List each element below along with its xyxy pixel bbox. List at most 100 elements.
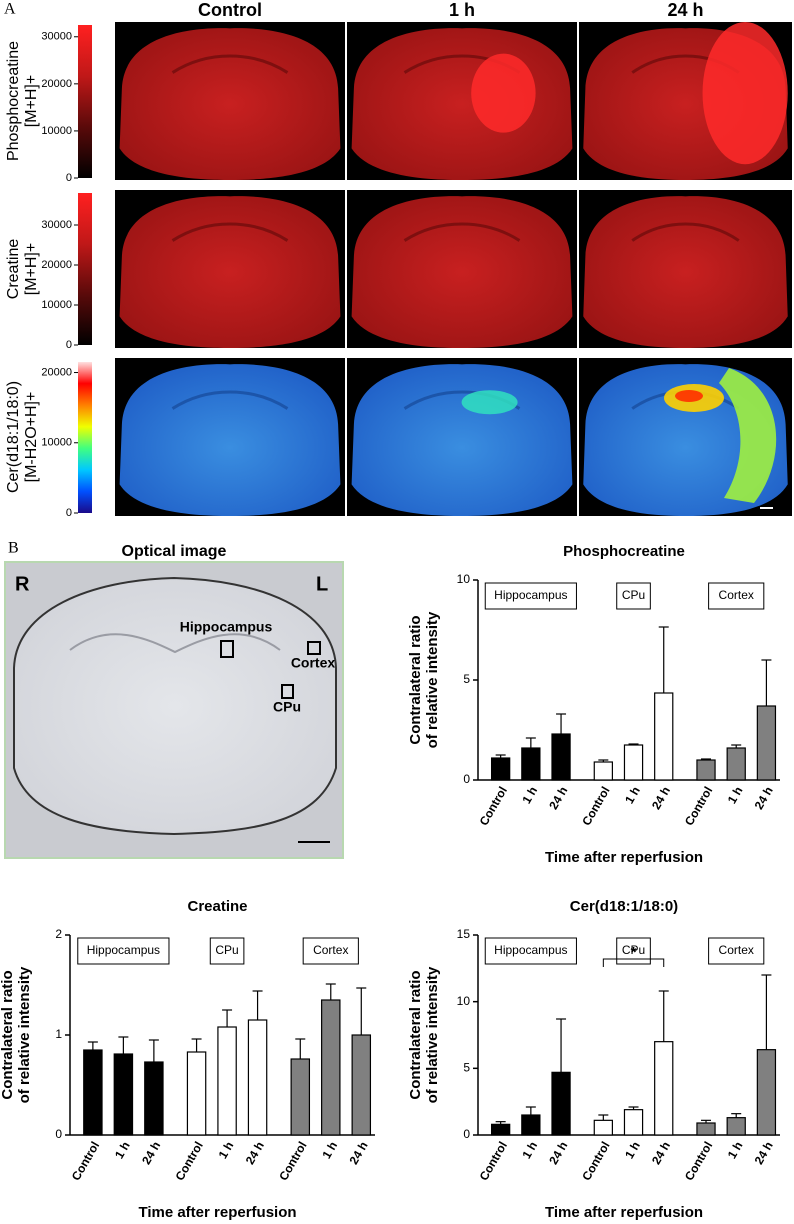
- tissue-feature: [171, 390, 289, 410]
- tissue-feature: [171, 54, 289, 74]
- region-label: Hippocampus: [180, 619, 273, 635]
- x-tick-label: 1 h: [319, 1139, 340, 1161]
- legend-box: [77, 937, 170, 965]
- row-label: [M+H]+: [23, 75, 40, 127]
- y-axis-label: of relative intensity: [16, 966, 33, 1103]
- tissue-feature: [69, 633, 281, 654]
- intensity-region: [675, 390, 703, 402]
- chart-title: Cer(d18:1/18:0): [570, 898, 678, 915]
- region-box: [281, 684, 294, 699]
- bar: [551, 1071, 571, 1136]
- x-axis-label: Time after reperfusion: [138, 1204, 296, 1221]
- panel-label: B: [8, 540, 19, 557]
- legend-box: [302, 937, 359, 965]
- x-tick-label: 24 h: [346, 1139, 370, 1167]
- x-tick-label: 1 h: [216, 1139, 237, 1161]
- legend-box: [616, 582, 651, 610]
- bar: [623, 1109, 644, 1136]
- bar: [144, 1061, 164, 1136]
- y-tick-label: 5: [463, 672, 470, 686]
- brain-section: [351, 196, 573, 348]
- brain-section: [119, 196, 341, 348]
- legend-label: Hippocampus: [87, 943, 160, 957]
- bar: [756, 705, 777, 781]
- y-axis-label: Contralateral ratio: [0, 970, 16, 1099]
- x-tick-label: 24 h: [139, 1139, 163, 1167]
- tissue-feature: [631, 222, 740, 242]
- bar: [696, 1122, 716, 1136]
- bar: [521, 747, 541, 781]
- tissue-feature: [171, 222, 289, 242]
- bar: [551, 733, 571, 781]
- legend-box: [484, 937, 577, 965]
- x-tick-label: 1 h: [725, 1139, 746, 1161]
- x-tick-label: 1 h: [112, 1139, 133, 1161]
- bar: [593, 761, 613, 781]
- bar: [623, 744, 644, 781]
- legend-box: [209, 937, 245, 965]
- chart-title: Creatine: [187, 898, 247, 915]
- colorbar-tick-label: 0: [66, 339, 72, 351]
- bar: [654, 1041, 674, 1136]
- row-label: Cer(d18:1/18:0): [5, 381, 22, 493]
- y-tick-label: 10: [457, 572, 471, 586]
- column-title: 24 h: [667, 0, 703, 20]
- x-tick-label: 24 h: [752, 784, 776, 812]
- y-tick-label: 1: [55, 1027, 62, 1041]
- x-tick-label: Control: [477, 784, 510, 828]
- legend-label: CPu: [622, 588, 645, 602]
- bar: [290, 1058, 311, 1136]
- bar: [726, 1117, 746, 1136]
- legend-label: CPu: [622, 943, 645, 957]
- bar: [186, 1051, 207, 1136]
- y-tick-label: 0: [463, 1127, 470, 1141]
- tissue-feature: [403, 222, 521, 242]
- colorbar: [78, 193, 92, 345]
- x-tick-label: 1 h: [622, 784, 643, 806]
- y-tick-label: 0: [55, 1127, 62, 1141]
- image-label: R: [15, 573, 30, 595]
- region-box: [220, 640, 234, 658]
- colorbar-tick-label: 10000: [41, 437, 72, 449]
- bar: [654, 692, 674, 781]
- y-tick-label: 5: [463, 1061, 470, 1075]
- row-label: [M-H2O+H]+: [23, 392, 40, 483]
- colorbar-tick-label: 30000: [41, 219, 72, 231]
- image-label: L: [316, 573, 328, 595]
- y-tick-label: 15: [457, 927, 471, 941]
- colorbar-tick-label: 20000: [41, 78, 72, 90]
- x-tick-label: Control: [477, 1139, 510, 1183]
- region-label: Cortex: [291, 655, 336, 671]
- x-tick-label: Control: [579, 784, 612, 828]
- colorbar-tick-label: 30000: [41, 31, 72, 43]
- bar: [247, 1019, 268, 1136]
- x-tick-label: 24 h: [546, 1139, 570, 1167]
- bar: [217, 1026, 237, 1136]
- x-tick-label: 1 h: [519, 1139, 540, 1161]
- bar: [593, 1119, 613, 1136]
- y-tick-label: 2: [55, 927, 62, 941]
- significance-label: *: [631, 944, 637, 961]
- brain-section: [583, 196, 788, 348]
- colorbar-tick-label: 20000: [41, 259, 72, 271]
- legend-box: [708, 937, 765, 965]
- colorbar-tick-label: 0: [66, 507, 72, 519]
- x-tick-label: 24 h: [243, 1139, 267, 1167]
- y-tick-label: 0: [463, 772, 470, 786]
- legend-box: [616, 937, 651, 965]
- bar: [351, 1034, 372, 1136]
- x-axis-label: Time after reperfusion: [545, 1204, 703, 1221]
- x-tick-label: Control: [69, 1139, 102, 1183]
- x-tick-label: Control: [682, 784, 715, 828]
- column-title: 1 h: [449, 0, 475, 20]
- bar: [321, 999, 341, 1136]
- x-tick-label: Control: [172, 1139, 205, 1183]
- x-tick-label: 24 h: [649, 1139, 673, 1167]
- image-label: L: [311, 27, 322, 47]
- intensity-region: [471, 53, 536, 133]
- colorbar-tick-label: 0: [66, 172, 72, 184]
- x-tick-label: 1 h: [519, 784, 540, 806]
- bar: [83, 1049, 103, 1136]
